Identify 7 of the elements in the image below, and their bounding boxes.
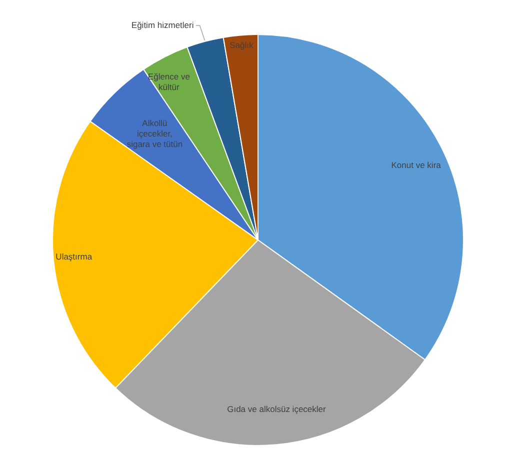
slice-label: Gıda ve alkolsüz içecekler xyxy=(227,404,326,414)
slice-label: Alkollü içecekler, sigara ve tütün xyxy=(126,118,183,149)
slice-label: Eğlence ve kültür xyxy=(148,72,190,92)
slice-label: Ulaştırma xyxy=(56,252,92,262)
slice-label: Eğitim hizmetleri xyxy=(131,20,194,30)
slice-label: Konut ve kira xyxy=(391,160,442,170)
slice-label: Sağlık xyxy=(230,40,254,50)
